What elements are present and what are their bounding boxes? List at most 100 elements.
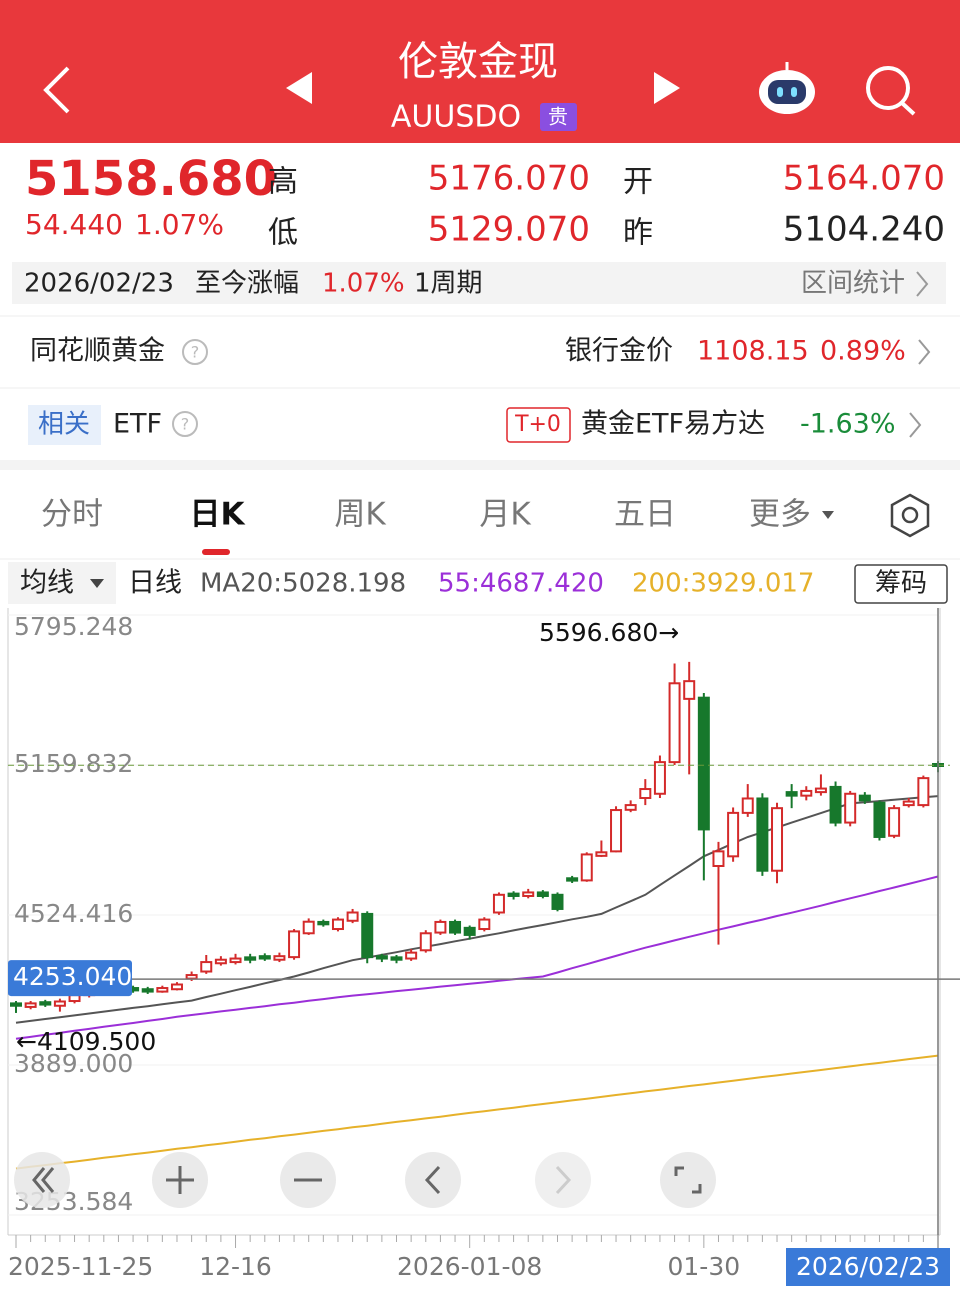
range-label: 至今涨幅: [195, 269, 299, 299]
more-caret: [822, 511, 834, 519]
prev-button[interactable]: [286, 72, 312, 104]
candle-body: [53, 1000, 66, 1007]
candle-body: [24, 1002, 37, 1008]
badge-bg: [540, 103, 577, 131]
high: 5176.070: [428, 159, 590, 199]
crosshair-label-bg: [8, 960, 132, 997]
candle-body: [551, 893, 564, 910]
ma-selector[interactable]: 均线: [20, 568, 74, 599]
rewind-icon: [32, 1167, 46, 1193]
x-tick-label: 2026-01-08: [397, 1252, 542, 1281]
candle-body: [375, 955, 388, 960]
chips-button[interactable]: [854, 564, 948, 604]
candle-body: [727, 811, 740, 858]
candle-body: [273, 955, 286, 961]
candle-body: [434, 920, 447, 934]
ma-period: 日线: [128, 568, 182, 599]
x-tick-label: 01-30: [668, 1252, 741, 1281]
ma200-legend: 200:3929.017: [632, 569, 814, 599]
tplus-box: [506, 407, 571, 443]
candle-body: [595, 851, 608, 857]
tag-bg: [28, 405, 101, 445]
y-tick-label: 4524.416: [14, 899, 133, 928]
candle-body: [214, 958, 227, 965]
tab[interactable]: 分时: [41, 497, 103, 533]
candle-body: [258, 955, 271, 960]
fullscreen-button[interactable]: [660, 1152, 716, 1208]
right-button[interactable]: [535, 1152, 591, 1208]
help-icon[interactable]: [182, 339, 208, 365]
help-icon[interactable]: [172, 411, 198, 437]
y-tick-label: 3889.000: [14, 1049, 133, 1078]
section-gap: [0, 460, 960, 470]
candle-body: [800, 789, 813, 797]
ma55-legend: 55:4687.420: [438, 569, 604, 599]
candle-body: [141, 988, 154, 993]
tab[interactable]: 月K: [479, 497, 531, 533]
header-bar: [0, 0, 960, 143]
tab[interactable]: 周K: [334, 497, 386, 533]
candle-body: [888, 807, 901, 837]
candle-body: [492, 893, 505, 914]
etf-fund[interactable]: 黄金ETF易方达: [581, 409, 765, 440]
candle-body: [639, 788, 652, 800]
chips-label: 筹码: [875, 569, 927, 599]
right-icon: [555, 1165, 572, 1195]
candle-body: [156, 987, 169, 993]
chevron: [909, 412, 922, 438]
settings-icon[interactable]: [890, 493, 930, 538]
candle-body: [785, 791, 798, 797]
settings-dot: [901, 506, 919, 524]
candle-body: [346, 911, 359, 922]
candle-body: [288, 930, 301, 959]
left-button[interactable]: [405, 1152, 461, 1208]
candle-body: [756, 797, 769, 872]
candle-body: [331, 918, 344, 931]
candle-body: [449, 920, 462, 934]
candle-body: [697, 696, 710, 831]
next-button[interactable]: [654, 72, 680, 104]
tab[interactable]: 日K: [189, 497, 245, 533]
candle-body: [844, 792, 857, 824]
gold-name[interactable]: 同花顺黄金: [30, 336, 165, 367]
chevron: [916, 271, 929, 297]
ma20-legend: MA20:5028.198: [200, 569, 406, 599]
high-label: 高: [268, 165, 298, 200]
badge: 贵: [548, 105, 568, 129]
candle-body: [170, 983, 183, 991]
candle-body: [39, 1001, 52, 1006]
search-icon[interactable]: [866, 66, 916, 116]
y-tick-label: 5795.248: [14, 612, 133, 641]
assistant-icon[interactable]: [759, 62, 815, 114]
chart: 5795.2485159.8324524.4163889.0003253.584…: [8, 608, 960, 1286]
candle-body: [361, 912, 374, 959]
candle-body: [902, 800, 915, 807]
tab[interactable]: 更多: [749, 497, 811, 533]
candle-body: [522, 891, 535, 897]
x-tick-label: 2026/02/23: [796, 1252, 940, 1281]
chart-controls: [14, 1152, 716, 1208]
prev: 5104.240: [783, 210, 945, 250]
x-label-bg: [786, 1248, 950, 1286]
help-mark: ?: [181, 415, 190, 434]
caret: [90, 579, 104, 588]
price: 5158.680: [25, 151, 277, 207]
bottom-edge: [0, 1300, 960, 1308]
candle-body: [302, 920, 315, 935]
candle-body: [873, 801, 886, 838]
x-tick-label: 12-16: [199, 1252, 272, 1281]
left-icon: [424, 1165, 441, 1195]
bank-pct: 0.89%: [820, 336, 906, 367]
range-stats[interactable]: 区间统计: [801, 269, 905, 299]
range-period: 1周期: [414, 269, 483, 299]
candle-body: [858, 794, 871, 802]
candle-body: [917, 777, 930, 807]
candle-body: [566, 877, 579, 882]
back-button[interactable]: [43, 66, 70, 114]
ma-line: [15, 875, 939, 1040]
candle-body: [200, 961, 213, 973]
range-bar[interactable]: [12, 262, 946, 304]
tab[interactable]: 五日: [614, 497, 676, 533]
